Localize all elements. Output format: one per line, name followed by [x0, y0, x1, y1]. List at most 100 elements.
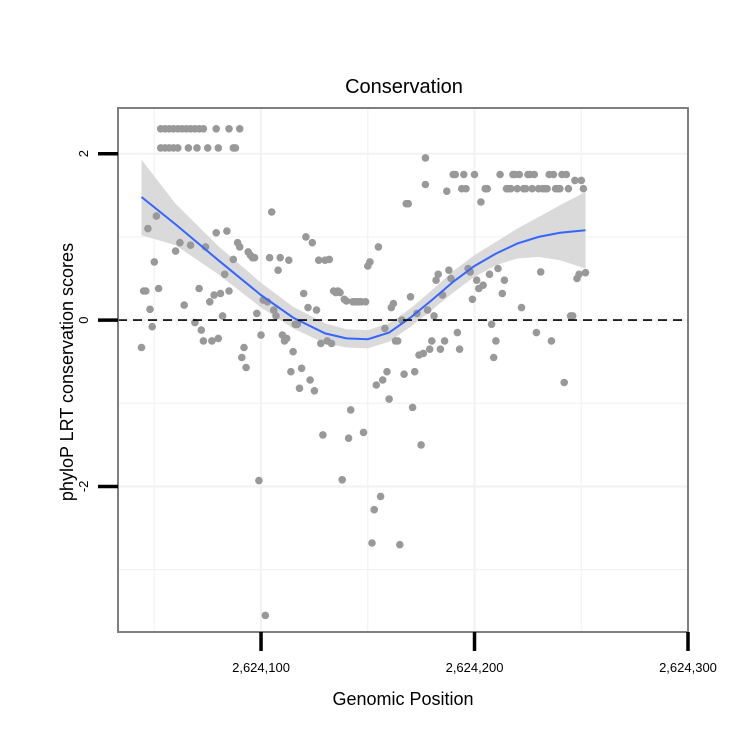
data-point	[462, 184, 470, 193]
data-point	[235, 243, 244, 251]
data-point	[317, 339, 325, 348]
data-point	[287, 367, 295, 376]
data-point	[581, 268, 590, 277]
smooth-curve	[140, 196, 586, 341]
data-point	[223, 227, 231, 235]
data-point	[180, 301, 188, 309]
data-point	[304, 303, 312, 312]
x-axis-label: Genomic Position	[332, 689, 473, 709]
data-point	[346, 406, 355, 414]
data-point	[214, 334, 223, 343]
data-point	[150, 258, 159, 266]
data-point	[314, 256, 323, 265]
data-point	[325, 255, 334, 264]
data-point	[148, 322, 156, 331]
data-point	[193, 144, 201, 152]
data-point	[257, 331, 265, 339]
data-point	[270, 306, 278, 314]
data-point	[562, 170, 571, 179]
data-point	[218, 312, 227, 320]
data-point	[440, 337, 449, 345]
data-point	[297, 364, 306, 373]
data-point	[536, 268, 545, 276]
data-point	[361, 298, 370, 306]
data-point	[528, 184, 536, 193]
data-point	[500, 276, 509, 285]
data-point	[299, 289, 308, 298]
data-point	[543, 184, 551, 193]
data-point	[285, 256, 293, 265]
data-point	[366, 258, 374, 266]
data-point	[146, 305, 154, 314]
data-point	[295, 384, 304, 393]
data-point	[238, 353, 246, 362]
data-point	[485, 270, 494, 279]
chart-title: Conservation	[345, 76, 463, 98]
data-point	[383, 367, 391, 376]
x-tick-label: 2,624,100	[232, 660, 290, 675]
data-point	[479, 281, 487, 290]
data-point	[289, 347, 297, 356]
data-point	[327, 339, 336, 348]
data-point	[197, 326, 206, 334]
data-point	[306, 376, 314, 384]
y-tick-label: -2	[76, 481, 91, 493]
data-point	[220, 270, 229, 279]
data-point	[381, 324, 389, 333]
data-point	[144, 224, 152, 233]
data-point	[208, 337, 216, 345]
data-point	[522, 184, 530, 193]
data-point	[477, 198, 485, 206]
data-point	[417, 441, 425, 449]
data-point	[393, 337, 402, 345]
data-point	[408, 403, 417, 412]
data-point	[231, 144, 240, 152]
data-point	[453, 328, 462, 337]
data-point	[171, 247, 180, 255]
data-point	[319, 431, 327, 439]
data-point	[436, 345, 445, 354]
data-point	[549, 170, 558, 179]
data-point	[428, 337, 436, 345]
data-point	[430, 312, 438, 320]
data-point	[400, 370, 408, 379]
data-point	[425, 345, 434, 354]
data-point	[556, 184, 564, 193]
data-point	[142, 287, 150, 295]
data-point	[445, 266, 453, 275]
data-point	[370, 505, 379, 514]
data-point	[447, 274, 455, 283]
data-point	[579, 184, 588, 193]
x-tick-label: 2,624,200	[446, 660, 504, 675]
data-point	[225, 287, 233, 295]
data-point	[210, 291, 218, 299]
data-point	[571, 176, 579, 185]
data-point	[487, 320, 496, 329]
data-point	[250, 253, 259, 262]
data-point	[568, 312, 577, 320]
data-point	[421, 154, 430, 162]
data-point	[336, 288, 344, 297]
data-point	[154, 284, 163, 293]
grid	[118, 108, 689, 632]
smooth-line	[140, 196, 586, 341]
data-point	[206, 298, 214, 306]
data-point	[468, 295, 477, 304]
data-point	[492, 337, 500, 345]
panel-border	[117, 107, 689, 633]
data-point	[434, 270, 443, 279]
data-point	[404, 199, 413, 208]
data-point	[229, 255, 238, 264]
data-point	[176, 238, 184, 247]
data-point	[310, 387, 319, 395]
data-point	[513, 184, 521, 193]
data-point	[460, 170, 468, 179]
y-axis-label: phyloP LRT conservation scores	[57, 243, 77, 501]
data-point	[174, 144, 182, 152]
data-point	[577, 176, 586, 185]
data-point	[443, 187, 451, 195]
data-point	[517, 303, 526, 312]
data-point	[470, 170, 479, 179]
data-point	[489, 353, 498, 362]
data-point	[432, 276, 440, 285]
